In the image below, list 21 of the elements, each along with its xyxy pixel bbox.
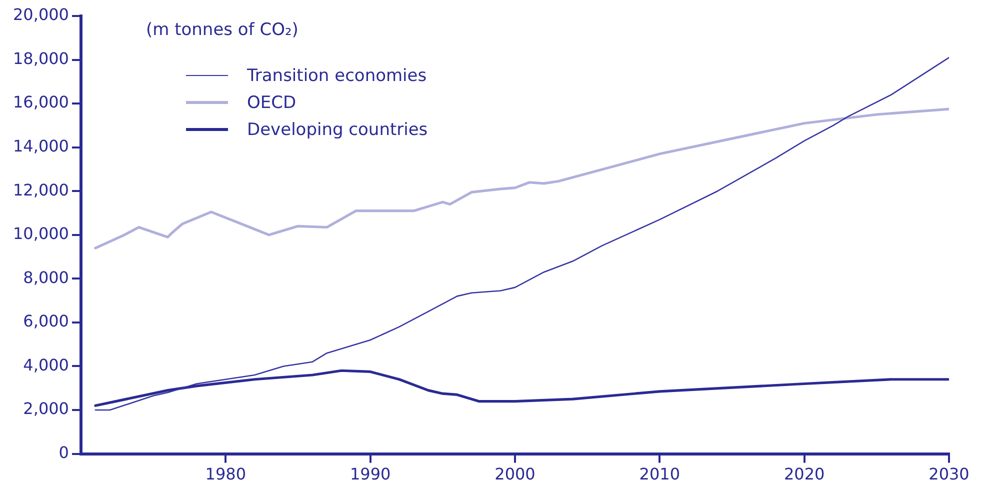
y-tick-label: 20,000 <box>13 5 69 24</box>
y-axis-title: (m tonnes of CO₂) <box>146 20 298 40</box>
x-tick-label: 2010 <box>639 464 680 484</box>
x-tick-label: 1980 <box>205 464 246 484</box>
legend-label: OECD <box>247 92 296 112</box>
y-tick-label: 0 <box>58 442 69 462</box>
y-tick-label: 18,000 <box>13 48 69 68</box>
x-tick-label: 2000 <box>494 464 536 484</box>
y-tick-label: 14,000 <box>13 136 69 156</box>
x-tick-label: 2030 <box>928 464 970 484</box>
y-tick-label: 16,000 <box>13 92 69 112</box>
y-tick-label: 12,000 <box>13 180 69 200</box>
y-tick-label: 6,000 <box>23 312 69 331</box>
legend-label: Developing countries <box>247 120 428 140</box>
legend-label: Transition economies <box>247 66 427 86</box>
y-tick-label: 4,000 <box>23 355 69 374</box>
y-tick-label: 2,000 <box>23 399 69 418</box>
x-tick-label: 2020 <box>784 464 825 484</box>
y-tick-label: 10,000 <box>13 224 69 244</box>
y-tick-label: 8,000 <box>23 268 69 287</box>
x-tick-label: 1990 <box>350 464 391 484</box>
